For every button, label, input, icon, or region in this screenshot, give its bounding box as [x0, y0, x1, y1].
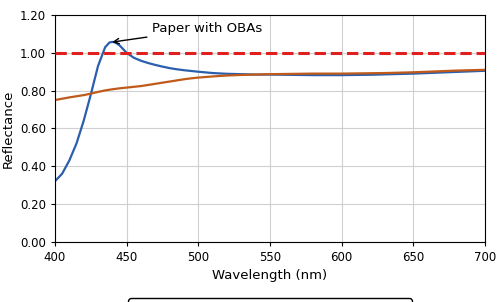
non-OBA Paper: [145, 83, 151, 87]
OBA Paper: [138, 59, 144, 63]
non-OBA Paper: [224, 74, 230, 77]
OBA Paper: [181, 69, 187, 72]
OBA Paper: [112, 41, 118, 44]
OBA Paper: [102, 45, 108, 49]
non-OBA Paper: [102, 88, 108, 92]
non-OBA Paper: [439, 69, 445, 73]
OBA Paper: [454, 70, 460, 74]
non-OBA Paper: [310, 72, 316, 76]
non-OBA Paper: [482, 68, 488, 72]
non-OBA Paper: [188, 76, 194, 80]
OBA Paper: [196, 70, 202, 74]
OBA Paper: [252, 73, 258, 76]
non-OBA Paper: [324, 72, 330, 76]
non-OBA Paper: [166, 80, 172, 83]
non-OBA Paper: [88, 92, 94, 95]
non-OBA Paper: [296, 72, 302, 76]
non-OBA Paper: [131, 85, 137, 89]
non-OBA Paper: [396, 71, 402, 75]
non-OBA Paper: [52, 98, 58, 102]
OBA Paper: [468, 69, 473, 73]
non-OBA Paper: [196, 76, 202, 79]
non-OBA Paper: [210, 75, 216, 78]
OBA Paper: [267, 73, 273, 76]
non-OBA Paper: [80, 93, 86, 97]
non-OBA Paper: [66, 95, 72, 99]
non-OBA Paper: [138, 84, 144, 88]
non-OBA Paper: [368, 72, 374, 75]
non-OBA Paper: [424, 70, 430, 74]
non-OBA Paper: [410, 70, 416, 74]
OBA Paper: [145, 61, 151, 65]
OBA Paper: [52, 179, 58, 183]
OBA Paper: [152, 63, 158, 67]
OBA Paper: [353, 73, 359, 77]
OBA Paper: [224, 72, 230, 76]
OBA Paper: [160, 65, 166, 69]
OBA Paper: [110, 40, 116, 44]
OBA Paper: [482, 69, 488, 72]
non-OBA Paper: [382, 71, 388, 75]
non-OBA Paper: [454, 69, 460, 72]
OBA Paper: [106, 41, 112, 44]
OBA Paper: [310, 73, 316, 77]
OBA Paper: [338, 73, 344, 77]
non-OBA Paper: [110, 88, 116, 91]
non-OBA Paper: [152, 82, 158, 86]
OBA Paper: [382, 72, 388, 76]
OBA Paper: [116, 43, 122, 47]
OBA Paper: [282, 73, 288, 77]
non-OBA Paper: [174, 79, 180, 82]
OBA Paper: [410, 72, 416, 76]
OBA Paper: [174, 67, 180, 71]
OBA Paper: [188, 69, 194, 73]
non-OBA Paper: [116, 86, 122, 90]
OBA Paper: [66, 159, 72, 162]
non-OBA Paper: [252, 73, 258, 76]
non-OBA Paper: [282, 72, 288, 76]
OBA Paper: [324, 73, 330, 77]
non-OBA Paper: [267, 72, 273, 76]
non-OBA Paper: [238, 73, 244, 77]
OBA Paper: [59, 172, 65, 175]
OBA Paper: [166, 66, 172, 70]
OBA Paper: [80, 119, 86, 123]
non-OBA Paper: [124, 86, 130, 89]
non-OBA Paper: [74, 95, 80, 98]
non-OBA Paper: [59, 97, 65, 101]
Line: non-OBA Paper: non-OBA Paper: [55, 70, 485, 100]
OBA Paper: [88, 92, 94, 96]
OBA Paper: [296, 73, 302, 77]
OBA Paper: [439, 71, 445, 74]
non-OBA Paper: [95, 90, 101, 94]
OBA Paper: [238, 72, 244, 76]
X-axis label: Wavelength (nm): Wavelength (nm): [212, 269, 328, 282]
OBA Paper: [131, 56, 137, 59]
OBA Paper: [210, 71, 216, 75]
OBA Paper: [368, 73, 374, 77]
Legend: OBA Paper, non-OBA Paper: OBA Paper, non-OBA Paper: [128, 298, 412, 302]
Text: Paper with OBAs: Paper with OBAs: [114, 22, 262, 44]
OBA Paper: [95, 64, 101, 68]
OBA Paper: [74, 142, 80, 145]
OBA Paper: [424, 71, 430, 75]
Y-axis label: Reflectance: Reflectance: [2, 89, 15, 168]
OBA Paper: [124, 51, 130, 55]
non-OBA Paper: [338, 72, 344, 76]
non-OBA Paper: [160, 81, 166, 85]
non-OBA Paper: [353, 72, 359, 75]
OBA Paper: [396, 72, 402, 76]
non-OBA Paper: [181, 78, 187, 81]
non-OBA Paper: [468, 69, 473, 72]
Line: OBA Paper: OBA Paper: [55, 42, 485, 181]
